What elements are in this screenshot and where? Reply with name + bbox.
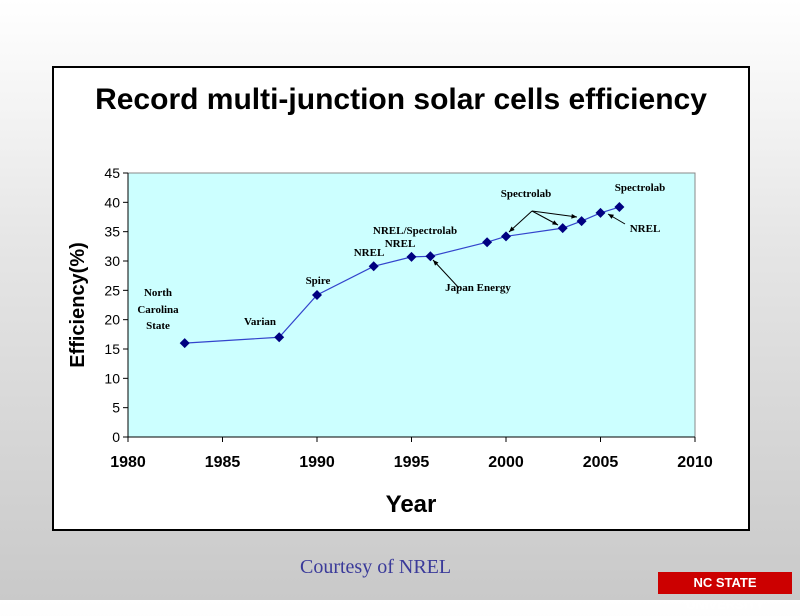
annotation-label: Japan Energy xyxy=(445,282,511,294)
y-tick-label: 35 xyxy=(104,224,120,240)
data-point xyxy=(274,332,285,343)
chart: 0 5 10 15 20 25 30 35 40 45 1980 1985 1990 1995 2000 20… xyxy=(67,165,713,518)
arrow-head xyxy=(552,220,558,225)
arrow-head xyxy=(433,260,439,266)
annotation-arrow xyxy=(531,210,578,218)
y-tick-label: 25 xyxy=(104,282,120,298)
x-tick-label: 2000 xyxy=(488,454,524,471)
arrow-head xyxy=(571,213,577,219)
annotation-label: Spire xyxy=(306,275,331,287)
y-tick-label: 20 xyxy=(104,312,120,328)
x-axis-label: Year xyxy=(386,491,437,518)
x-tick-label: 1980 xyxy=(110,454,146,471)
y-axis-label: Efficiency(%) xyxy=(67,242,89,368)
y-tick-label: 0 xyxy=(112,429,120,445)
annotation-label: North xyxy=(144,287,172,299)
x-tick-label: 1990 xyxy=(299,454,335,471)
data-point xyxy=(425,251,436,262)
data-point xyxy=(576,216,587,227)
data-point xyxy=(482,237,493,248)
data-point xyxy=(179,338,190,349)
y-tick-label: 45 xyxy=(104,165,120,181)
data-point xyxy=(312,290,322,301)
annotation-label: NREL/Spectrolab xyxy=(373,225,457,237)
arrow-head xyxy=(608,214,614,219)
y-tick-label: 5 xyxy=(112,400,120,416)
arrow-head xyxy=(509,226,515,232)
annotation-arrow xyxy=(432,259,460,289)
y-tick-label: 15 xyxy=(104,341,120,357)
data-point xyxy=(614,202,625,213)
data-point xyxy=(501,231,511,242)
y-tick-label: 30 xyxy=(104,253,120,269)
data-point xyxy=(406,251,417,262)
courtesy-text: Courtesy of NREL xyxy=(300,556,452,578)
x-tick-label: 2010 xyxy=(677,454,713,471)
chart-title: Record multi-junction solar cells effici… xyxy=(95,83,707,116)
annotation-label: Spectrolab xyxy=(501,188,552,200)
x-tick-label: 1985 xyxy=(205,454,241,471)
data-point xyxy=(368,261,379,272)
annotation-label: Varian xyxy=(244,316,276,328)
annotation-label: NREL xyxy=(354,247,385,259)
annotation-label: Carolina xyxy=(137,304,179,316)
data-point xyxy=(557,223,568,234)
y-tick-label: 40 xyxy=(104,194,120,210)
annotation-label: Spectrolab xyxy=(615,182,666,194)
data-point xyxy=(595,207,606,218)
x-tick-label: 2005 xyxy=(583,454,619,471)
annotation-label: NREL xyxy=(630,223,661,235)
annotation-label: NREL xyxy=(385,238,416,250)
plot-area xyxy=(127,172,696,438)
x-tick-label: 1995 xyxy=(394,454,430,471)
y-tick-label: 10 xyxy=(104,370,120,386)
annotation-label: State xyxy=(146,320,170,332)
ncsu-logo: NC STATE UNIVERSITY xyxy=(658,572,792,612)
